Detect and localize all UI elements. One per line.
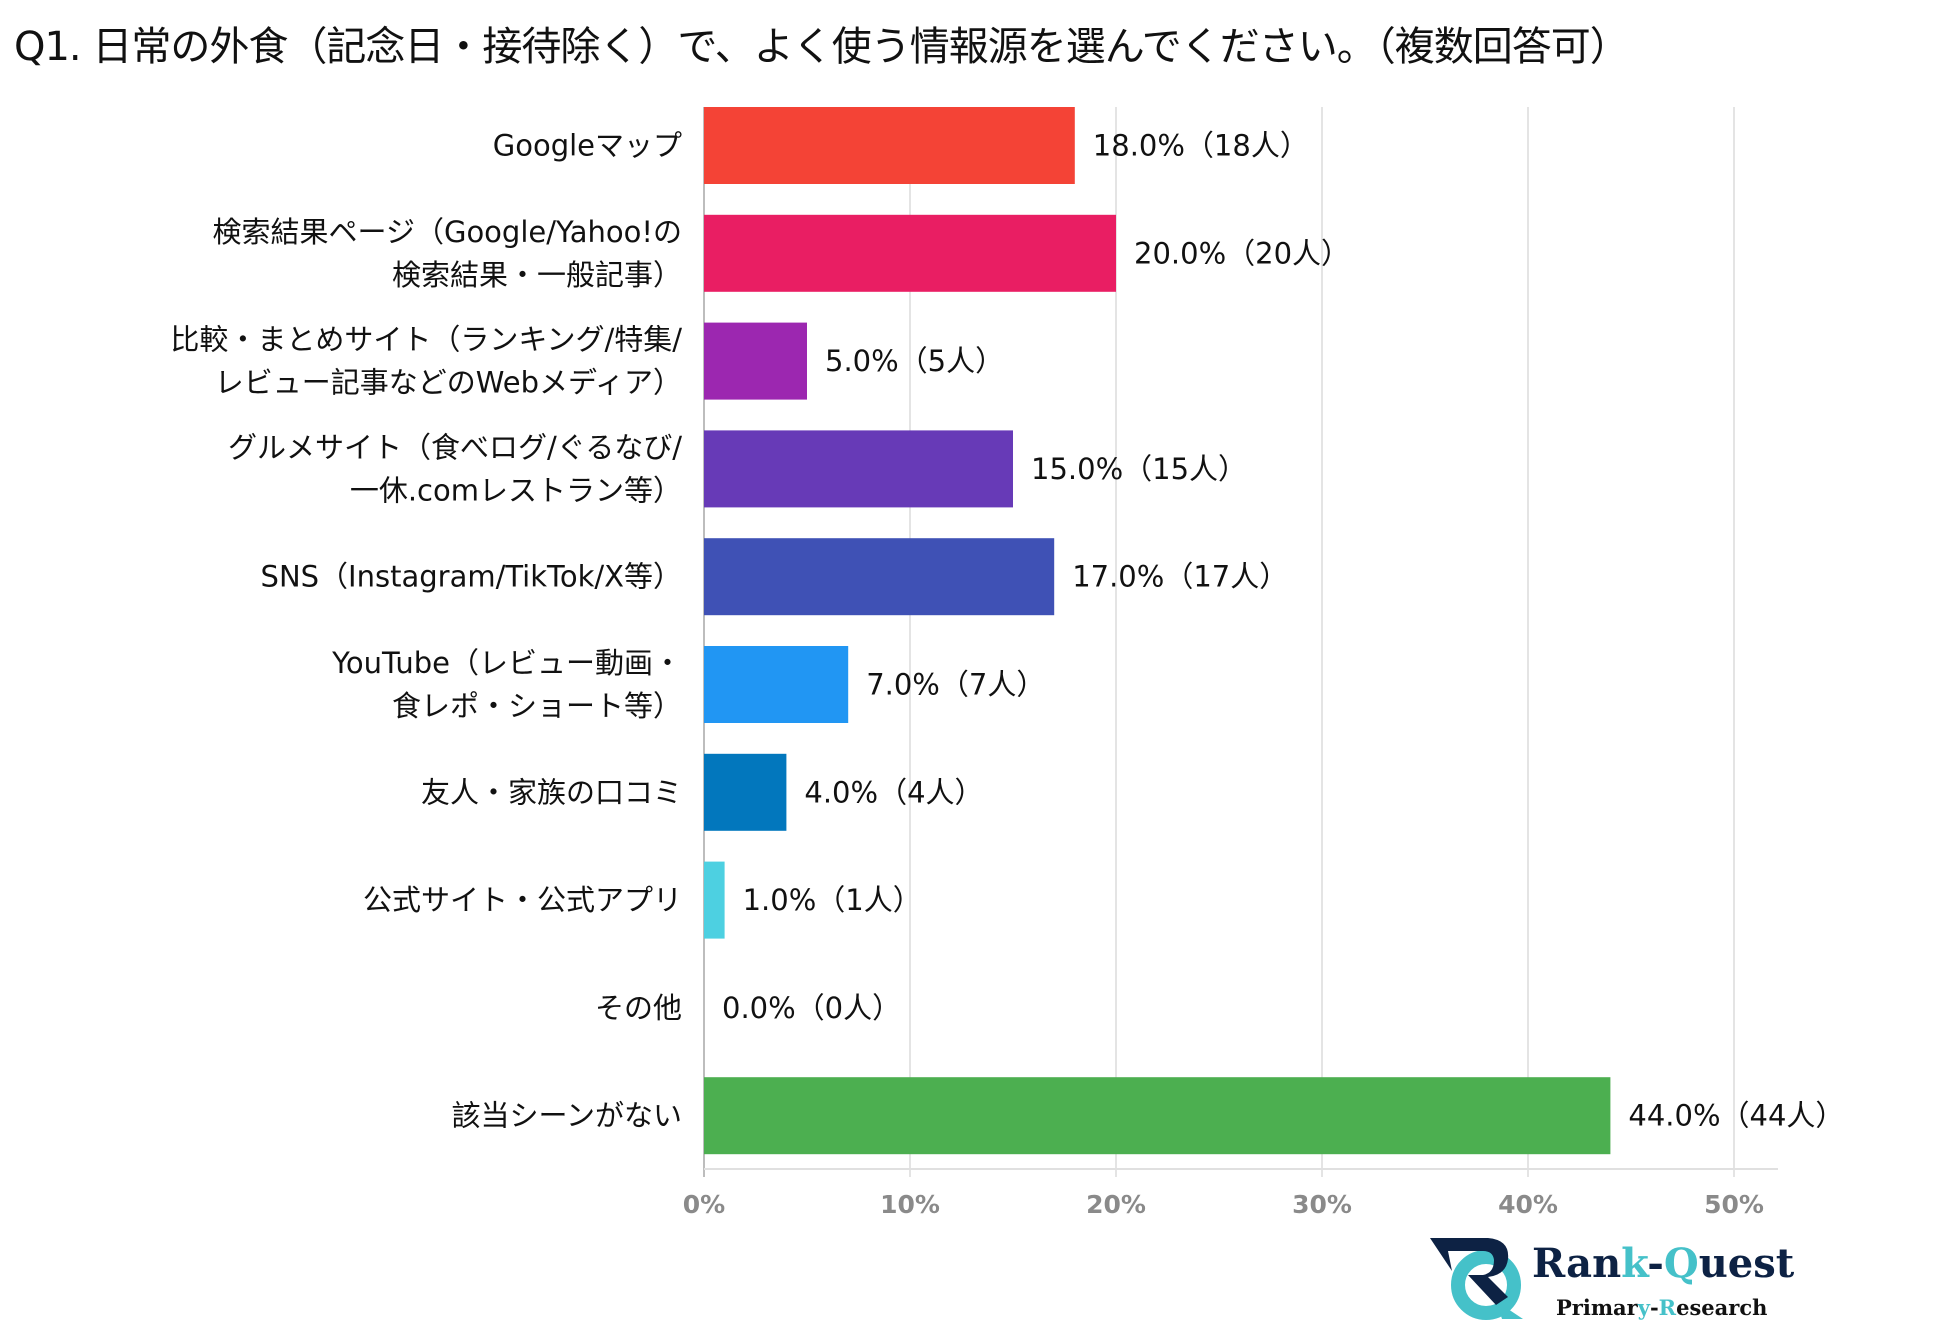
category-label-line: 公式サイト・公式アプリ — [363, 883, 682, 917]
x-tick-label: 20% — [1086, 1190, 1146, 1219]
x-tick-label: 50% — [1704, 1190, 1764, 1219]
x-tick-label: 40% — [1498, 1190, 1558, 1219]
bar — [704, 107, 1075, 184]
category-label-line: 友人・家族の口コミ — [421, 775, 682, 809]
bar — [704, 646, 849, 723]
x-tick-label: 30% — [1292, 1190, 1352, 1219]
data-label: 1.0%（1人） — [743, 883, 922, 917]
svg-text:Primary-Research: Primary-Research — [1556, 1295, 1767, 1320]
logo-mark-icon — [1430, 1238, 1523, 1320]
category-label: 比較・まとめサイト（ランキング/特集/レビュー記事などのWebメディア） — [170, 323, 682, 400]
bar — [704, 538, 1055, 616]
category-label: Googleマップ — [493, 129, 682, 163]
category-label-line: YouTube（レビュー動画・ — [331, 646, 682, 680]
data-label: 18.0%（18人） — [1093, 129, 1309, 163]
bar — [704, 753, 787, 831]
category-label-line: その他 — [595, 991, 682, 1025]
data-label: 20.0%（20人） — [1134, 236, 1350, 270]
category-label-line: 比較・まとめサイト（ランキング/特集/ — [170, 323, 682, 357]
x-tick-label: 0% — [683, 1190, 725, 1219]
data-label: 44.0%（44人） — [1628, 1099, 1844, 1133]
category-label-line: レビュー記事などのWebメディア） — [215, 366, 682, 400]
category-label: 該当シーンがない — [451, 1099, 682, 1133]
rank-quest-logo: Rank-Quest Primary-Research — [1430, 1238, 1795, 1320]
bar — [704, 322, 807, 400]
data-label: 0.0%（0人） — [722, 991, 901, 1025]
category-label-line: 該当シーンがない — [451, 1099, 682, 1133]
bar — [704, 430, 1013, 508]
category-label: その他 — [595, 991, 682, 1025]
data-label: 7.0%（7人） — [866, 668, 1045, 702]
category-label-line: グルメサイト（食べログ/ぐるなび/ — [228, 430, 682, 464]
x-tick-label: 10% — [880, 1190, 940, 1219]
bar — [704, 1077, 1611, 1155]
category-label: SNS（Instagram/TikTok/X等） — [261, 560, 682, 594]
category-label-line: 食レポ・ショート等） — [392, 689, 682, 723]
bar — [704, 214, 1116, 292]
category-label: YouTube（レビュー動画・食レポ・ショート等） — [331, 646, 682, 723]
bar — [704, 861, 725, 939]
category-label: グルメサイト（食べログ/ぐるなび/一休.comレストラン等） — [228, 430, 682, 507]
category-label: 検索結果ページ（Google/Yahoo!の検索結果・一般記事） — [213, 215, 682, 292]
category-label-line: 一休.comレストラン等） — [350, 473, 682, 507]
svg-text:Rank-Quest: Rank-Quest — [1532, 1240, 1795, 1287]
category-label-line: Googleマップ — [493, 129, 682, 163]
chart-title: Q1. 日常の外食（記念日・接待除く）で、よく使う情報源を選んでください。（複数… — [14, 24, 1630, 70]
data-label: 17.0%（17人） — [1072, 560, 1288, 594]
data-label: 15.0%（15人） — [1031, 452, 1247, 486]
category-label-line: 検索結果ページ（Google/Yahoo!の — [213, 215, 682, 249]
bar-chart: 0% 10% 20% 30% 40% 50% 18.0%（18人） Googleマップ 20.0… — [170, 107, 1844, 1219]
data-label: 5.0%（5人） — [825, 344, 1004, 378]
category-label: 公式サイト・公式アプリ — [363, 883, 682, 917]
data-label: 4.0%（4人） — [804, 775, 983, 809]
category-label-line: SNS（Instagram/TikTok/X等） — [261, 560, 682, 594]
category-label-line: 検索結果・一般記事） — [392, 258, 682, 292]
category-label: 友人・家族の口コミ — [421, 775, 682, 809]
